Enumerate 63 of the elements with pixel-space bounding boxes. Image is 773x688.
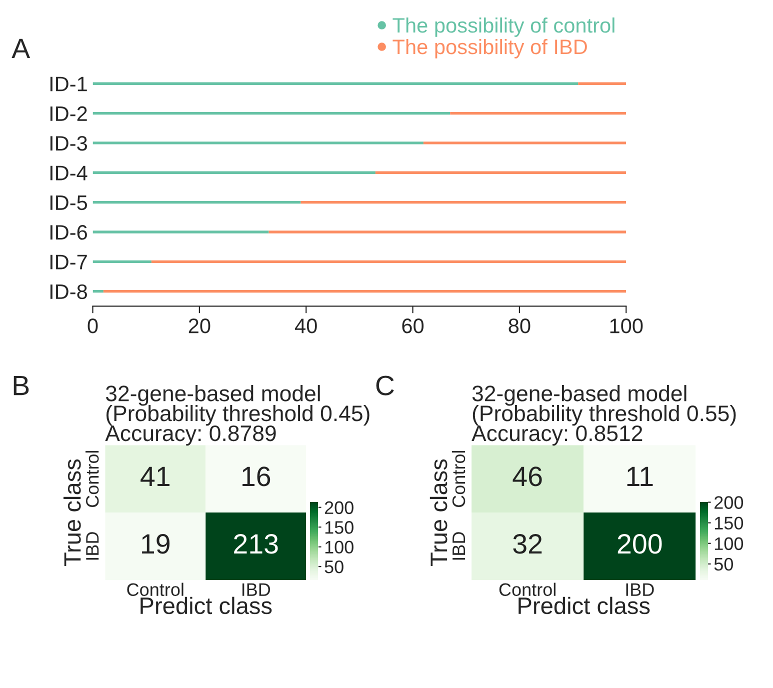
text: A bbox=[12, 38, 30, 58]
y-tick-label: ID-7 bbox=[50, 254, 87, 270]
data-label: 16 bbox=[242, 466, 270, 486]
x-tick-label: 100 bbox=[610, 318, 643, 334]
bar bbox=[92, 82, 578, 85]
color-bar-label: 200 bbox=[714, 496, 744, 509]
bar bbox=[300, 200, 626, 204]
y-axis-title: True class bbox=[430, 459, 448, 566]
color-bar-label: 50 bbox=[714, 558, 733, 571]
data-label: 41 bbox=[140, 466, 170, 486]
y-tick-label: ID-6 bbox=[50, 224, 87, 240]
bar bbox=[92, 112, 450, 115]
data-label: 46 bbox=[512, 466, 542, 486]
y-axis-title: True class bbox=[64, 459, 81, 566]
x-tick-label: Control bbox=[127, 582, 184, 596]
y-tick-label: ID-1 bbox=[50, 76, 87, 92]
x-tick-label: IBD bbox=[242, 583, 270, 596]
text: B bbox=[14, 376, 29, 396]
bar bbox=[92, 290, 104, 293]
x-tick-label: 0 bbox=[88, 318, 98, 334]
chart-title: 32-gene-based model (Probability threshold 0.45) Accuracy: 0.8789 bbox=[105, 385, 370, 446]
x-tick-label: 40 bbox=[295, 318, 317, 334]
bar bbox=[151, 260, 626, 263]
y-tick-label: ID-4 bbox=[50, 166, 88, 180]
bar bbox=[92, 230, 269, 234]
y-tick-label: Control bbox=[86, 450, 99, 508]
bar bbox=[92, 200, 301, 204]
bar bbox=[92, 142, 424, 144]
color-bar-label: 150 bbox=[325, 521, 354, 534]
data-label: 19 bbox=[142, 534, 170, 554]
bar bbox=[268, 230, 626, 234]
x-tick-label: 60 bbox=[402, 318, 424, 334]
y-tick-label: ID-3 bbox=[50, 136, 87, 151]
data-label: 11 bbox=[627, 466, 653, 486]
color-bar-label: 200 bbox=[324, 501, 354, 514]
data-label: 213 bbox=[234, 534, 278, 554]
color-bar-label: 100 bbox=[325, 540, 354, 554]
legend-label: The possibility of control bbox=[392, 17, 614, 37]
bar bbox=[375, 171, 626, 174]
x-tick-label: Control bbox=[499, 582, 556, 596]
legend-label: The possibility of IBD bbox=[392, 38, 587, 58]
bar bbox=[423, 142, 626, 144]
bar bbox=[92, 171, 376, 174]
bar bbox=[103, 290, 626, 293]
bar bbox=[92, 260, 152, 263]
data-label: 32 bbox=[513, 534, 542, 554]
x-tick-label: 80 bbox=[508, 318, 530, 334]
x-tick-label: IBD bbox=[626, 583, 654, 596]
y-tick-label: ID-8 bbox=[50, 284, 87, 300]
x-axis-title: Predict class bbox=[518, 596, 650, 614]
data-label: 200 bbox=[618, 534, 662, 554]
x-tick-label: 20 bbox=[188, 318, 210, 334]
x-axis-title: Predict class bbox=[140, 596, 272, 614]
color-bar-label: 50 bbox=[324, 560, 344, 574]
color-bar-label: 150 bbox=[715, 516, 744, 530]
y-tick-label: ID-5 bbox=[50, 196, 88, 210]
bar bbox=[450, 112, 626, 115]
color-bar-label: 100 bbox=[715, 537, 744, 550]
y-tick-label: ID-2 bbox=[50, 106, 87, 121]
bar bbox=[578, 82, 626, 85]
text: C bbox=[376, 376, 394, 396]
y-tick-label: IBD bbox=[86, 532, 99, 560]
chart-title: 32-gene-based model (Probability threshold 0.55) Accuracy: 0.8512 bbox=[472, 385, 736, 446]
